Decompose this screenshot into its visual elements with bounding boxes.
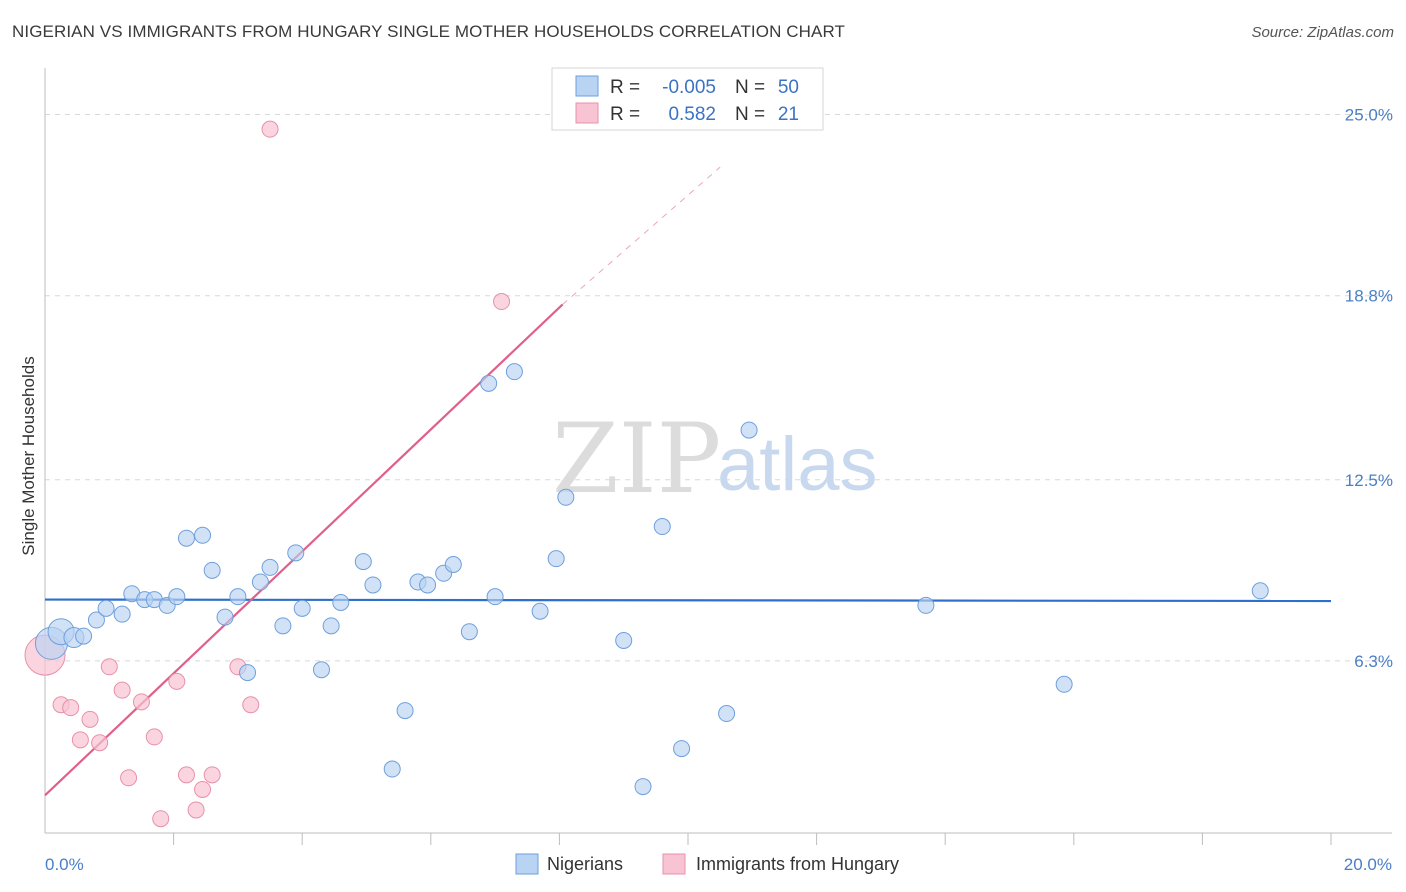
y-tick-label: 25.0% <box>1345 106 1393 125</box>
gridlines <box>45 114 1392 662</box>
source-credit: Source: ZipAtlas.com <box>1251 24 1394 41</box>
nigerian-point <box>168 588 186 606</box>
series-legend: Nigerians Immigrants from Hungary <box>515 853 899 875</box>
nigerian-point <box>486 588 504 606</box>
legend-r-label-2: R = <box>610 104 640 125</box>
nigerian-point <box>505 363 523 381</box>
watermark-atlas: atlas <box>717 422 878 507</box>
series-label-hungary: Immigrants from Hungary <box>696 854 899 874</box>
legend-r-value-1: -0.005 <box>662 77 716 98</box>
nigerian-point <box>239 664 257 682</box>
nigerian-point <box>87 611 105 629</box>
hungary-point <box>261 120 279 138</box>
nigerian-point <box>287 544 305 562</box>
x-tick-label-min: 0.0% <box>45 855 84 874</box>
nigerian-point <box>194 526 212 544</box>
hungary-point <box>71 731 89 749</box>
nigerian-point <box>444 556 462 573</box>
hungary-point <box>132 693 150 711</box>
nigerian-point <box>917 596 935 614</box>
legend-swatch-nigerians <box>575 75 599 97</box>
nigerian-point <box>75 627 93 645</box>
hungary-point <box>203 766 221 784</box>
nigerian-point <box>364 576 382 594</box>
nigerian-point <box>251 573 269 591</box>
nigerian-point <box>531 602 549 620</box>
nigerian-point <box>113 605 131 623</box>
nigerian-point <box>312 661 330 679</box>
hungary-point <box>168 672 186 690</box>
nigerian-point <box>673 740 691 758</box>
nigerian-point <box>1055 675 1073 693</box>
hungary-point <box>120 769 138 787</box>
nigerian-point <box>615 631 633 649</box>
nigerian-point <box>332 593 350 611</box>
trend-lines <box>44 166 1332 797</box>
hungary-point <box>177 766 195 784</box>
hungary-point <box>152 810 170 828</box>
hungary-trend-line <box>44 303 564 797</box>
legend-n-value-2: 21 <box>778 104 799 125</box>
y-tick-label: 18.8% <box>1345 287 1393 306</box>
nigerian-point <box>97 599 115 617</box>
y-tick-label: 6.3% <box>1354 652 1393 671</box>
hungary-point <box>187 801 205 819</box>
nigerians-trend-line <box>44 598 1332 603</box>
legend-swatch-hungary <box>575 102 599 124</box>
nigerian-point <box>419 576 437 594</box>
nigerian-point <box>547 550 565 568</box>
series-label-nigerians: Nigerians <box>547 854 623 874</box>
nigerian-point <box>354 553 372 571</box>
nigerian-point <box>293 599 311 617</box>
hungary-point <box>91 734 109 752</box>
hungary-point <box>145 728 163 746</box>
nigerian-point <box>216 608 234 626</box>
nigerian-point <box>274 617 292 635</box>
legend-r-label-1: R = <box>610 77 640 98</box>
y-tick-label: 12.5% <box>1345 471 1393 490</box>
nigerian-point <box>740 421 758 439</box>
nigerian-point <box>634 778 652 796</box>
hungary-point <box>493 293 511 311</box>
hungary-point <box>100 658 118 676</box>
legend-n-label-2: N = <box>735 104 765 125</box>
nigerian-point <box>261 558 279 576</box>
nigerian-point <box>177 529 195 547</box>
nigerian-point <box>203 561 221 579</box>
x-axis-ticks <box>173 833 1332 845</box>
nigerian-point <box>480 374 498 392</box>
legend-r-value-2: 0.582 <box>668 104 716 125</box>
nigerian-point <box>557 488 575 506</box>
nigerian-point <box>396 702 414 720</box>
y-tick-labels: 6.3% 12.5% 18.8% 25.0% <box>1345 106 1393 671</box>
nigerian-point <box>229 588 247 606</box>
series-swatch-hungary <box>662 853 686 875</box>
nigerian-point <box>383 760 401 778</box>
watermark-zip: ZIP <box>552 403 721 515</box>
hungary-point <box>113 681 131 699</box>
nigerian-points <box>34 363 1269 796</box>
series-swatch-nigerians <box>515 853 539 875</box>
hungary-points <box>24 120 511 828</box>
x-tick-label-max: 20.0% <box>1344 855 1392 874</box>
nigerian-point <box>322 617 340 635</box>
legend-n-label-1: N = <box>735 77 765 98</box>
axes <box>44 68 1392 834</box>
nigerian-point <box>1251 582 1269 600</box>
hungary-trend-extension <box>562 166 721 305</box>
hungary-point <box>242 696 260 714</box>
hungary-point <box>62 699 80 717</box>
y-axis-label: Single Mother Households <box>19 356 38 555</box>
nigerian-point <box>460 623 478 641</box>
nigerian-point <box>718 705 736 723</box>
legend-n-value-1: 50 <box>778 77 799 98</box>
hungary-point <box>81 710 99 728</box>
chart-title: NIGERIAN VS IMMIGRANTS FROM HUNGARY SING… <box>12 22 846 41</box>
nigerian-point <box>653 518 671 536</box>
stats-legend: R = -0.005 N = 50 R = 0.582 N = 21 <box>551 67 824 131</box>
hungary-point <box>194 780 212 798</box>
